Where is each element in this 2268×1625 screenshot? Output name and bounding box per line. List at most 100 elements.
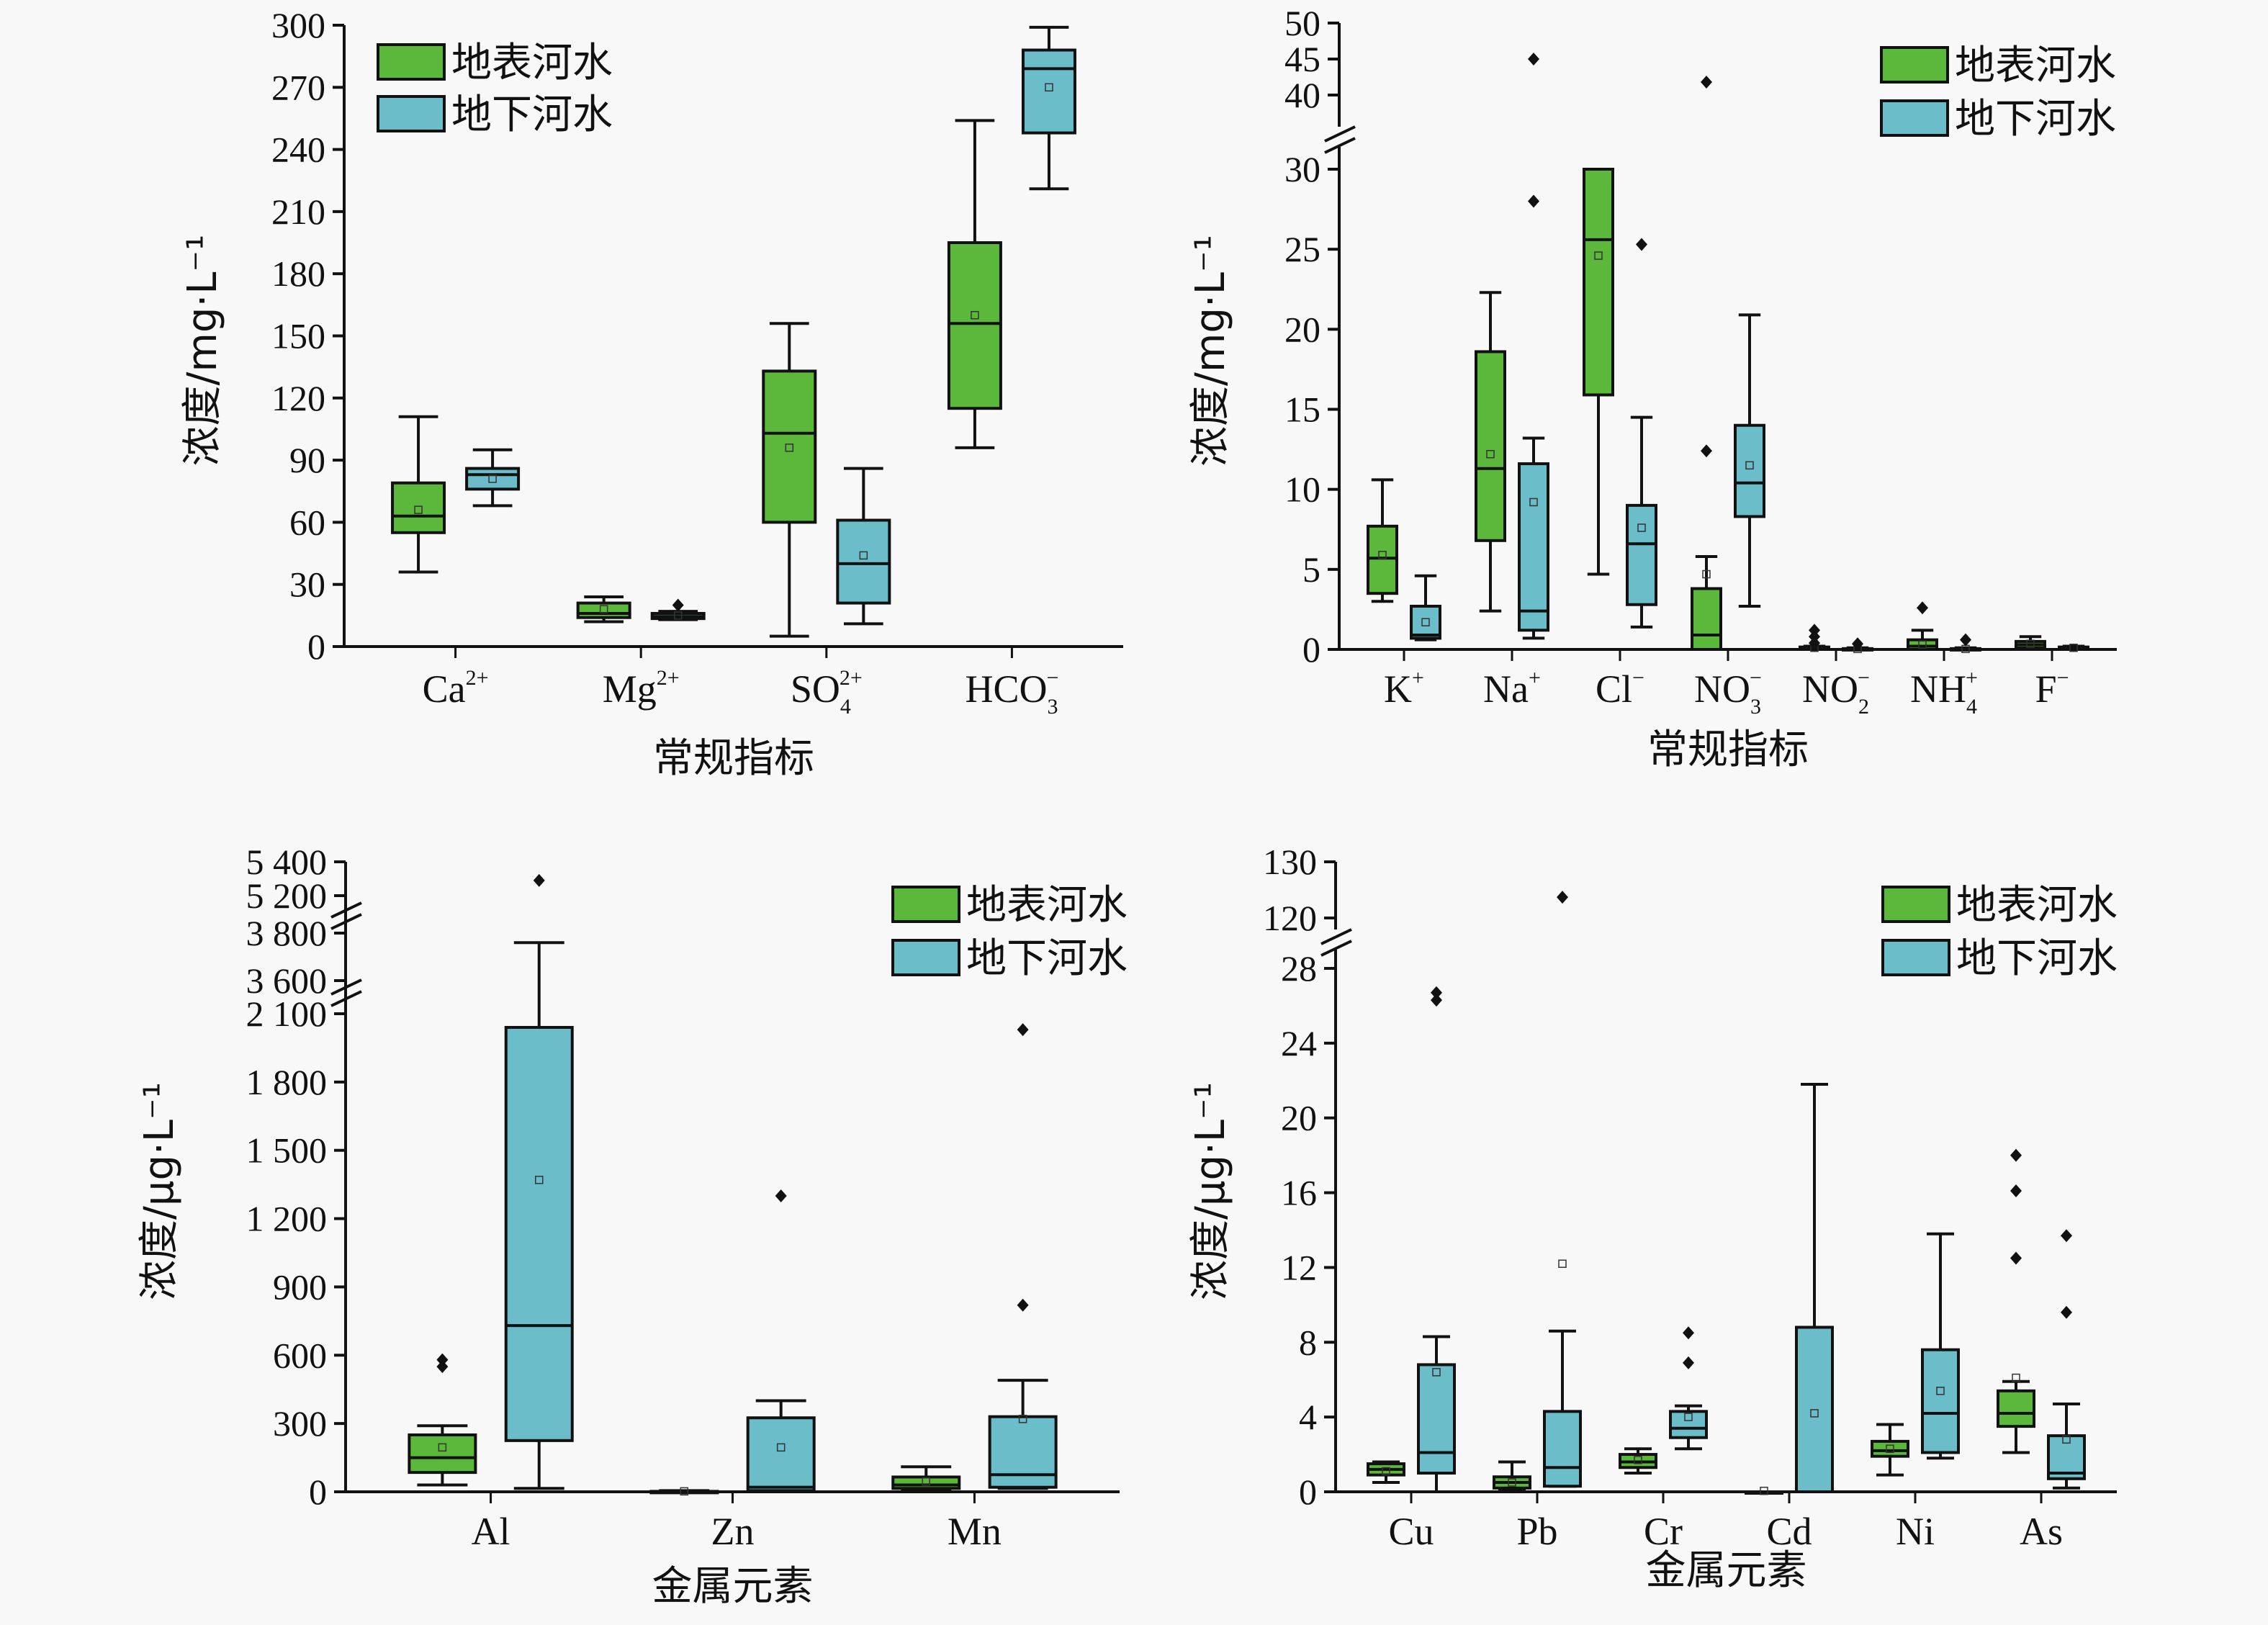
box-iqr — [1583, 168, 1614, 397]
y-axis-title: 浓度/mg·L⁻¹ — [1187, 235, 1234, 467]
y-tick-label: 5 200 — [246, 875, 328, 916]
axis-break-mark — [1324, 125, 1356, 143]
box-iqr — [746, 1416, 816, 1493]
mean-marker — [2026, 639, 2035, 648]
box-surface-0 — [1367, 478, 1398, 603]
y-tick-label: 50 — [1284, 3, 1320, 43]
mean-marker — [776, 1443, 786, 1452]
box-surface-2 — [762, 322, 817, 638]
mean-marker — [673, 611, 683, 620]
box-iqr — [1518, 462, 1549, 632]
outlier-point — [1852, 637, 1863, 651]
box-surface-1 — [576, 595, 631, 624]
x-tick-label: K+ — [1384, 666, 1424, 711]
x-tick-label: Cl− — [1596, 666, 1644, 711]
outlier-point — [2061, 1305, 2072, 1319]
y-tick-label: 15 — [1284, 390, 1320, 430]
y-tick-label: 120 — [271, 378, 325, 418]
x-tick-label: Cd — [1766, 1510, 1812, 1553]
y-tick-label: 60 — [289, 502, 325, 542]
y-tick-label: 12 — [1281, 1247, 1317, 1287]
box-surface-2 — [1619, 1447, 1657, 1475]
legend-label-surface: 地表河水 — [451, 40, 613, 86]
box-surface-3 — [947, 119, 1002, 449]
x-tick-label: Na+ — [1483, 666, 1541, 711]
y-tick-label: 120 — [1263, 898, 1317, 938]
box-ground-3 — [1021, 25, 1076, 191]
outlier-point — [436, 1360, 449, 1374]
legend-label-ground: 地下河水 — [966, 935, 1128, 982]
box-ground-5 — [1950, 633, 1981, 654]
y-tick-label: 300 — [273, 1403, 327, 1444]
outlier-point — [1431, 986, 1442, 999]
box-iqr — [988, 1415, 1058, 1489]
legend-swatch-ground — [1880, 99, 1949, 137]
box-ground-3 — [1734, 313, 1765, 608]
box-surface-2 — [1583, 168, 1614, 576]
y-tick-label: 30 — [289, 564, 325, 605]
box-iqr — [762, 369, 817, 524]
box-ground-1 — [1543, 891, 1582, 1488]
y-tick-label: 0 — [1302, 629, 1320, 670]
mean-marker — [1594, 251, 1603, 260]
outlier-point — [2010, 1251, 2022, 1265]
box-iqr — [1410, 604, 1441, 640]
outlier-point — [775, 1189, 787, 1202]
box-ground-1 — [1518, 53, 1549, 640]
y-axis-title: 浓度/μg·L⁻¹ — [136, 1082, 183, 1300]
y-tick-label: 600 — [273, 1335, 327, 1375]
x-axis-title: 金属元素 — [652, 1563, 814, 1610]
outlier-point — [1701, 76, 1712, 89]
mean-marker — [2069, 644, 2078, 652]
legend-swatch-ground — [891, 939, 960, 976]
y-tick-label: 270 — [271, 67, 325, 107]
box-surface-2 — [891, 1465, 961, 1493]
box-iqr — [1921, 1348, 1960, 1454]
x-tick-label: Zn — [711, 1510, 755, 1553]
box-ground-0 — [1410, 574, 1441, 642]
mean-marker — [535, 1176, 544, 1184]
y-tick-label: 45 — [1284, 39, 1320, 79]
mean-marker — [1529, 498, 1538, 507]
legend-label-surface: 地表河水 — [1955, 42, 2116, 89]
mean-marker — [922, 1477, 930, 1486]
box-iqr — [1475, 350, 1506, 542]
axis-break-mark — [1320, 940, 1352, 957]
y-tick-label: 1 500 — [246, 1130, 328, 1171]
y-tick-label: 4 — [1299, 1397, 1317, 1437]
box-surface-4 — [1871, 1423, 1909, 1477]
box-ground-2 — [836, 467, 891, 626]
box-surface-3 — [1691, 76, 1722, 651]
box-ground-5 — [2047, 1229, 2086, 1490]
y-tick-label: 180 — [271, 253, 325, 294]
legend-label-surface: 地表河水 — [1956, 882, 2118, 929]
box-surface-0 — [391, 415, 446, 574]
mean-marker — [438, 1443, 447, 1452]
y-tick-label: 8 — [1299, 1322, 1317, 1362]
mean-marker — [488, 474, 497, 483]
outlier-point — [1017, 1298, 1029, 1312]
outlier-point — [1528, 194, 1539, 208]
box-ground-2 — [988, 1023, 1058, 1490]
box-surface-4 — [1799, 624, 1830, 652]
x-tick-label: Pb — [1516, 1510, 1557, 1553]
mean-marker — [1486, 450, 1495, 459]
box-surface-5 — [1997, 1148, 2035, 1454]
y-tick-label: 0 — [1299, 1472, 1317, 1512]
box-iqr — [1021, 48, 1076, 135]
y-tick-label: 2 100 — [246, 994, 328, 1034]
outlier-point — [2061, 1229, 2072, 1243]
box-iqr — [1626, 503, 1657, 606]
x-tick-label: Cr — [1644, 1510, 1683, 1553]
box-iqr — [947, 241, 1002, 410]
box-iqr — [504, 1025, 574, 1442]
box-iqr — [836, 518, 891, 605]
outlier-point — [1683, 1326, 1694, 1340]
box-surface-0 — [408, 1353, 477, 1487]
panel-metals-trace: 0 4 8 12 16 20 24 28 120 130 浓度/μg·L⁻¹ Cu Pb Cr Cd Ni As… — [1187, 842, 2118, 1594]
mean-marker — [1634, 1456, 1642, 1464]
